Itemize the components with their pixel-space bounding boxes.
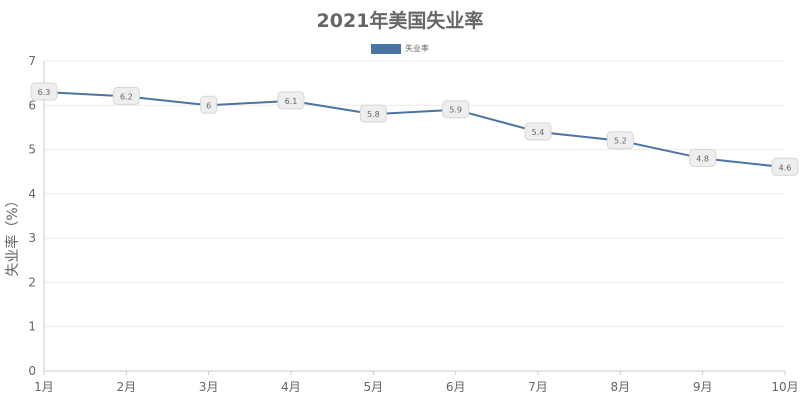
data-label: 6.3 bbox=[30, 82, 58, 101]
series-line bbox=[43, 91, 786, 169]
data-label-box bbox=[200, 95, 218, 114]
data-label: 5.4 bbox=[524, 122, 552, 141]
data-label-box bbox=[277, 91, 305, 110]
data-label-text: 5.4 bbox=[532, 128, 545, 137]
legend-swatch bbox=[371, 43, 401, 54]
data-label-text: 5.8 bbox=[367, 110, 380, 119]
data-label-text: 6.3 bbox=[38, 88, 51, 97]
x-tick-label: 8月 bbox=[611, 380, 631, 394]
y-tick-label: 3 bbox=[28, 231, 36, 245]
data-label-text: 6 bbox=[206, 101, 211, 110]
data-label: 5.8 bbox=[359, 104, 387, 123]
y-tick-label: 2 bbox=[28, 275, 36, 289]
data-label-text: 6.2 bbox=[120, 92, 133, 101]
data-label-text: 4.8 bbox=[696, 154, 709, 163]
data-label-box bbox=[524, 122, 552, 141]
data-label-text: 5.9 bbox=[449, 106, 462, 115]
x-tick-label: 10月 bbox=[771, 380, 798, 394]
data-label-box bbox=[442, 100, 470, 119]
data-label: 4.8 bbox=[689, 148, 717, 167]
y-tick-label: 6 bbox=[28, 98, 36, 112]
data-label-box bbox=[606, 131, 634, 150]
y-tick-label: 5 bbox=[28, 143, 36, 157]
y-tick-label: 0 bbox=[28, 364, 36, 378]
x-tick-label: 9月 bbox=[693, 380, 713, 394]
x-tick-label: 3月 bbox=[199, 380, 219, 394]
data-label-text: 5.2 bbox=[614, 137, 627, 146]
data-label: 6 bbox=[200, 95, 218, 114]
x-tick-label: 7月 bbox=[528, 380, 548, 394]
y-tick-label: 7 bbox=[28, 54, 36, 68]
x-tick-label: 5月 bbox=[364, 380, 384, 394]
data-label: 6.1 bbox=[277, 91, 305, 110]
data-label-text: 6.1 bbox=[285, 97, 298, 106]
data-label-box bbox=[771, 157, 799, 176]
legend[interactable]: 失业率 bbox=[0, 43, 800, 54]
data-label-box bbox=[359, 104, 387, 123]
x-tick-label: 4月 bbox=[281, 380, 301, 394]
data-label-box bbox=[689, 148, 717, 167]
x-tick-label: 1月 bbox=[34, 380, 54, 394]
data-label-box bbox=[112, 86, 140, 105]
y-tick-label: 4 bbox=[28, 187, 36, 201]
data-label-text: 4.6 bbox=[779, 163, 792, 172]
data-label-box bbox=[30, 82, 58, 101]
data-label: 4.6 bbox=[771, 157, 799, 176]
y-tick-label: 1 bbox=[28, 320, 36, 334]
data-label: 6.2 bbox=[112, 86, 140, 105]
x-tick-label: 2月 bbox=[117, 380, 137, 394]
data-label: 5.2 bbox=[606, 131, 634, 150]
legend-label: 失业率 bbox=[405, 44, 429, 53]
x-tick-label: 6月 bbox=[446, 380, 466, 394]
data-label: 5.9 bbox=[442, 100, 470, 119]
chart-title: 2021年美国失业率 bbox=[316, 10, 484, 32]
